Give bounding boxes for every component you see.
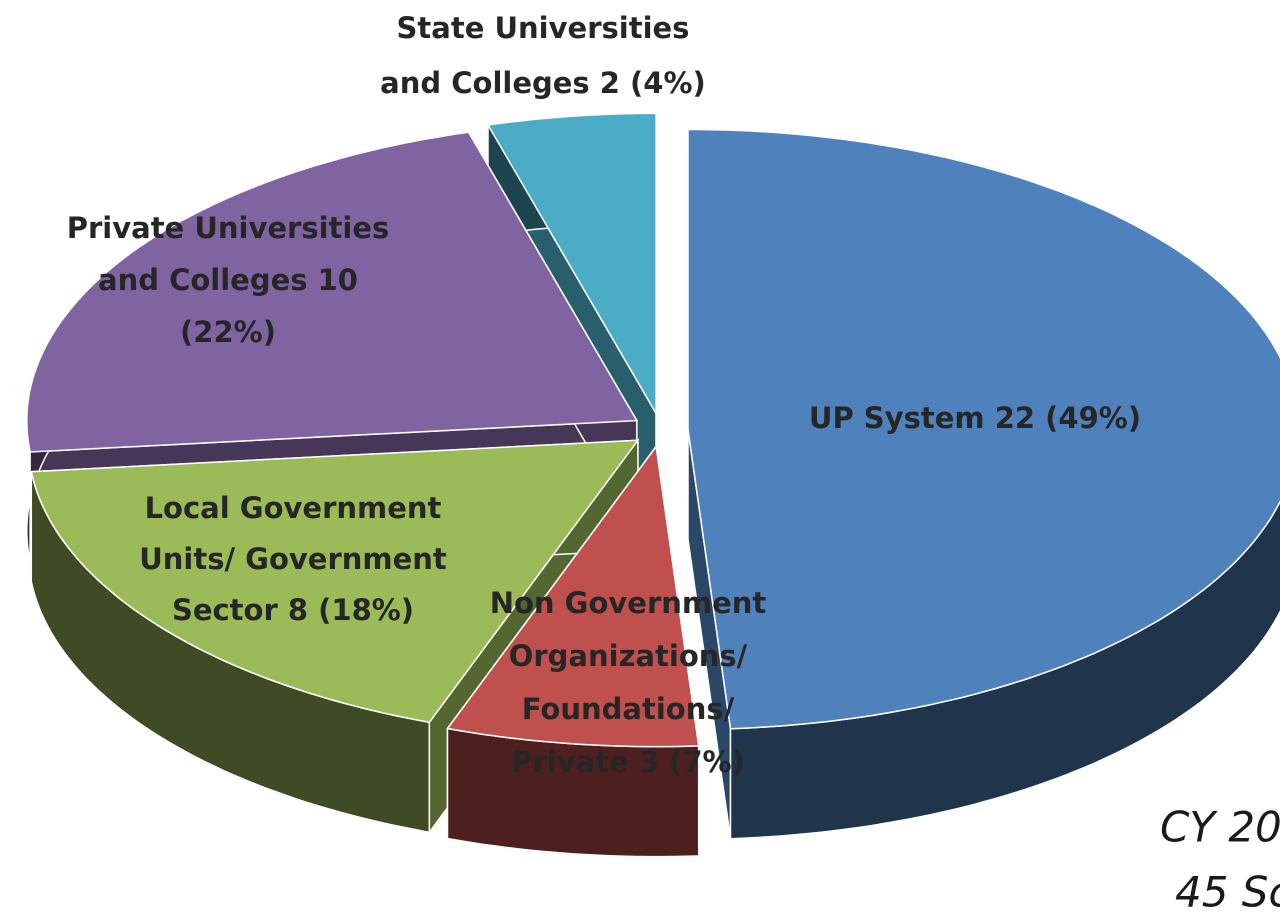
slice-label: Non Government: [490, 586, 767, 620]
slice-top: [446, 444, 700, 748]
slice-label: Organizations/: [509, 639, 748, 673]
slice-label: UP System 22 (49%): [809, 401, 1141, 435]
slice-label: Private Universities: [67, 211, 390, 245]
slice-label: State Universities: [397, 11, 690, 45]
slice-label: Sector 8 (18%): [172, 593, 414, 627]
slice-label: (22%): [180, 315, 276, 349]
slice-top: [486, 112, 657, 417]
slice-top: [26, 131, 639, 453]
slice: [687, 128, 1280, 840]
slice-label: Units/ Government: [139, 542, 447, 576]
slice-label: and Colleges 10: [98, 263, 358, 297]
slice: [446, 444, 700, 858]
slice-label: Local Government: [145, 491, 442, 525]
annotation: CY 20: [1160, 803, 1280, 852]
slice-label: Foundations/: [522, 692, 735, 726]
annotation: 45 Sc: [1175, 868, 1280, 917]
slice-top: [687, 128, 1280, 730]
slice-top: [30, 439, 640, 724]
slice-label: Private 3 (7%): [511, 745, 745, 779]
slice-label: and Colleges 2 (4%): [380, 66, 706, 100]
